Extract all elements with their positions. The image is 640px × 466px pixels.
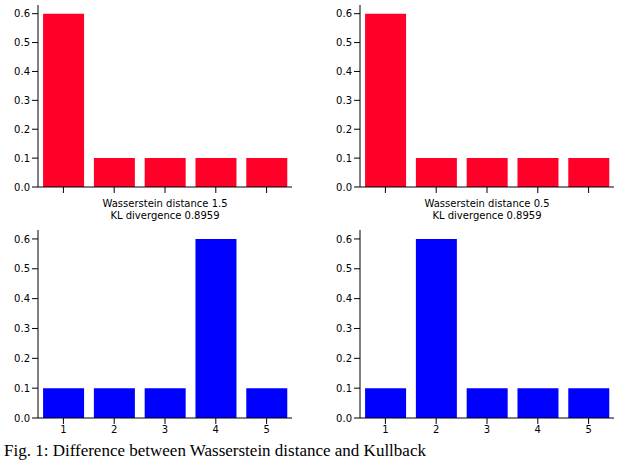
svg-text:1: 1: [382, 424, 388, 435]
svg-text:5: 5: [585, 424, 591, 435]
svg-text:0.2: 0.2: [14, 124, 30, 135]
svg-text:0.3: 0.3: [336, 95, 352, 106]
html-text:Wasserstein distance 0.5 KL di: Wasserstein distance 0.5 KL divergence 0…: [424, 198, 550, 221]
svg-text:0.2: 0.2: [336, 124, 352, 135]
svg-text:0.3: 0.3: [14, 323, 30, 334]
svg-text:0.4: 0.4: [336, 66, 352, 77]
svg-text:3: 3: [484, 424, 490, 435]
svg-text:0.2: 0.2: [336, 353, 352, 364]
html-text:Wasserstein distance 1.5 KL di: Wasserstein distance 1.5 KL divergence 0…: [102, 198, 228, 221]
svg-text:0.3: 0.3: [336, 323, 352, 334]
svg-text:0.6: 0.6: [14, 234, 30, 245]
svg-text:0.1: 0.1: [14, 383, 30, 394]
svg-text:0.1: 0.1: [336, 153, 352, 164]
svg-text:0.6: 0.6: [14, 8, 30, 19]
svg-text:2: 2: [433, 424, 439, 435]
svg-text:4: 4: [213, 424, 219, 435]
svg-text:0.6: 0.6: [336, 8, 352, 19]
svg-text:5: 5: [263, 424, 269, 435]
svg-text:0.0: 0.0: [336, 413, 352, 424]
svg-text:0.0: 0.0: [14, 182, 30, 193]
svg-text:0.5: 0.5: [336, 263, 352, 274]
svg-text:0.2: 0.2: [14, 353, 30, 364]
svg-text:0.4: 0.4: [14, 66, 30, 77]
svg-text:0.0: 0.0: [336, 182, 352, 193]
svg-text:0.4: 0.4: [336, 293, 352, 304]
svg-text:0.4: 0.4: [14, 293, 30, 304]
svg-text:0.0: 0.0: [14, 413, 30, 424]
svg-text:0.3: 0.3: [14, 95, 30, 106]
svg-text:2: 2: [111, 424, 117, 435]
svg-text:0.1: 0.1: [14, 153, 30, 164]
svg-text:0.5: 0.5: [14, 263, 30, 274]
svg-text:0.1: 0.1: [336, 383, 352, 394]
svg-text:3: 3: [162, 424, 168, 435]
html-text:Fig. 1: Difference between Was: Fig. 1: Difference between Wasserstein d…: [4, 441, 426, 460]
svg-text:4: 4: [535, 424, 541, 435]
svg-text:0.5: 0.5: [14, 37, 30, 48]
svg-text:1: 1: [60, 424, 66, 435]
svg-text:0.5: 0.5: [336, 37, 352, 48]
svg-text:0.6: 0.6: [336, 234, 352, 245]
